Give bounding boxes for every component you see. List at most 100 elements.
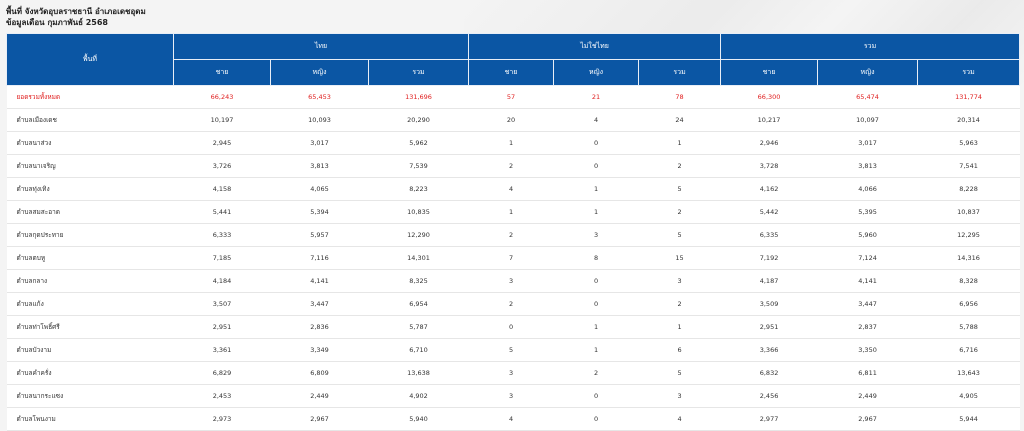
table-row: ตำบลท่าโพธิ์ศรี 2,951 2,836 5,787 0 1 1 2,951 2,… — [6, 315, 1020, 339]
value-cell: 3,728 — [720, 154, 818, 178]
value-cell: 2,836 — [270, 315, 369, 339]
value-cell: 1 — [638, 131, 721, 155]
value-cell: 12,290 — [368, 223, 469, 247]
value-cell: 2 — [638, 292, 721, 316]
value-cell: 2,449 — [817, 384, 918, 408]
value-cell: 6,809 — [270, 361, 369, 385]
value-cell: 5 — [638, 223, 721, 247]
value-cell: 66,243 — [173, 85, 271, 109]
value-cell: 3,726 — [173, 154, 271, 178]
value-cell: 3 — [638, 384, 721, 408]
value-cell: 5,963 — [917, 131, 1020, 155]
area-name-cell: ตำบลบัวงาม — [6, 338, 174, 362]
area-column-header: พื้นที่ — [6, 33, 174, 86]
value-cell: 2,837 — [817, 315, 918, 339]
value-cell: 7,116 — [270, 246, 369, 270]
value-cell: 2 — [638, 200, 721, 224]
value-cell: 2,945 — [173, 131, 271, 155]
area-name-cell: ตำบลแก้ง — [6, 292, 174, 316]
value-cell: 13,638 — [368, 361, 469, 385]
value-cell: 5,395 — [817, 200, 918, 224]
value-cell: 1 — [638, 315, 721, 339]
value-cell: 3,017 — [270, 131, 369, 155]
value-cell: 6,335 — [720, 223, 818, 247]
table-row: ตำบลนากระแซง 2,453 2,449 4,902 3 0 3 2,456 2,449… — [6, 384, 1020, 408]
value-cell: 3,813 — [270, 154, 369, 178]
value-cell: 6,716 — [917, 338, 1020, 362]
value-cell: 2,946 — [720, 131, 818, 155]
value-cell: 2 — [638, 154, 721, 178]
value-cell: 10,097 — [817, 108, 918, 132]
value-cell: 6,829 — [173, 361, 271, 385]
subheader-female: หญิง — [270, 59, 369, 86]
value-cell: 3,509 — [720, 292, 818, 316]
table-body: ยอดรวมทั้งหมด 66,243 65,453 131,696 57 21 78 66… — [6, 85, 1020, 431]
value-cell: 65,474 — [817, 85, 918, 109]
value-cell: 6,333 — [173, 223, 271, 247]
value-cell: 1 — [553, 200, 639, 224]
subheader-female: หญิง — [817, 59, 919, 86]
area-name-cell: ตำบลกลาง — [6, 269, 174, 293]
value-cell: 2 — [468, 154, 554, 178]
value-cell: 5,940 — [368, 407, 469, 431]
value-cell: 8,328 — [917, 269, 1020, 293]
group-header-thai: ไทย — [172, 33, 470, 60]
report-header: พื้นที่ จังหวัดอุบลราชธานี อำเภอเดชอุดม … — [6, 6, 146, 28]
table-row: ตำบลเมืองเดช 10,197 10,093 20,290 20 4 24 10,21… — [6, 108, 1020, 132]
value-cell: 3,366 — [720, 338, 818, 362]
value-cell: 3,447 — [270, 292, 369, 316]
value-cell: 3,017 — [817, 131, 918, 155]
value-cell: 4,905 — [917, 384, 1020, 408]
value-cell: 7,539 — [368, 154, 469, 178]
value-cell: 0 — [553, 269, 639, 293]
value-cell: 14,301 — [368, 246, 469, 270]
value-cell: 4,162 — [720, 177, 818, 201]
value-cell: 20,290 — [368, 108, 469, 132]
value-cell: 8,325 — [368, 269, 469, 293]
area-name-cell: ตำบลคำครั่ง — [6, 361, 174, 385]
subheader-sum: รวม — [638, 59, 722, 86]
value-cell: 4 — [553, 108, 639, 132]
value-cell: 14,316 — [917, 246, 1020, 270]
value-cell: 0 — [553, 131, 639, 155]
value-cell: 1 — [468, 200, 554, 224]
area-title: พื้นที่ จังหวัดอุบลราชธานี อำเภอเดชอุดม — [6, 7, 146, 16]
value-cell: 2 — [468, 223, 554, 247]
value-cell: 15 — [638, 246, 721, 270]
value-cell: 3 — [638, 269, 721, 293]
table-row: ตำบลกุดประทาย 6,333 5,957 12,290 2 3 5 6,335 5,9… — [6, 223, 1020, 247]
value-cell: 66,300 — [720, 85, 818, 109]
value-cell: 4 — [468, 407, 554, 431]
value-cell: 0 — [553, 407, 639, 431]
value-cell: 20 — [468, 108, 554, 132]
area-name-cell: ตำบลเมืองเดช — [6, 108, 174, 132]
value-cell: 10,197 — [173, 108, 271, 132]
value-cell: 5,394 — [270, 200, 369, 224]
value-cell: 24 — [638, 108, 721, 132]
value-cell: 3,813 — [817, 154, 918, 178]
value-cell: 4 — [468, 177, 554, 201]
value-cell: 4,184 — [173, 269, 271, 293]
value-cell: 6,954 — [368, 292, 469, 316]
table-row: ตำบลนาเจริญ 3,726 3,813 7,539 2 0 2 3,728 3,813 7… — [6, 154, 1020, 178]
value-cell: 5,960 — [817, 223, 918, 247]
value-cell: 7,541 — [917, 154, 1020, 178]
value-cell: 1 — [553, 315, 639, 339]
area-name-cell: ตำบลนากระแซง — [6, 384, 174, 408]
value-cell: 4,141 — [817, 269, 918, 293]
value-cell: 4,065 — [270, 177, 369, 201]
population-table-container: พื้นที่ ไทย ไม่ใช่ไทย รวม ชาย หญิง รวม ช… — [6, 33, 1021, 431]
value-cell: 8,223 — [368, 177, 469, 201]
value-cell: 3,507 — [173, 292, 271, 316]
value-cell: 2 — [553, 361, 639, 385]
table-row: ตำบลสมสะอาด 5,441 5,394 10,835 1 1 2 5,442 5,395… — [6, 200, 1020, 224]
value-cell: 78 — [638, 85, 721, 109]
value-cell: 10,217 — [720, 108, 818, 132]
subheader-male: ชาย — [720, 59, 819, 86]
value-cell: 1 — [553, 338, 639, 362]
value-cell: 7,124 — [817, 246, 918, 270]
subheader-sum: รวม — [917, 59, 1021, 86]
table-row: ตำบลแก้ง 3,507 3,447 6,954 2 0 2 3,509 3,447 6,95… — [6, 292, 1020, 316]
table-row: ตำบลกลาง 4,184 4,141 8,325 3 0 3 4,187 4,141 8,32… — [6, 269, 1020, 293]
group-header-non-thai: ไม่ใช่ไทย — [468, 33, 722, 60]
